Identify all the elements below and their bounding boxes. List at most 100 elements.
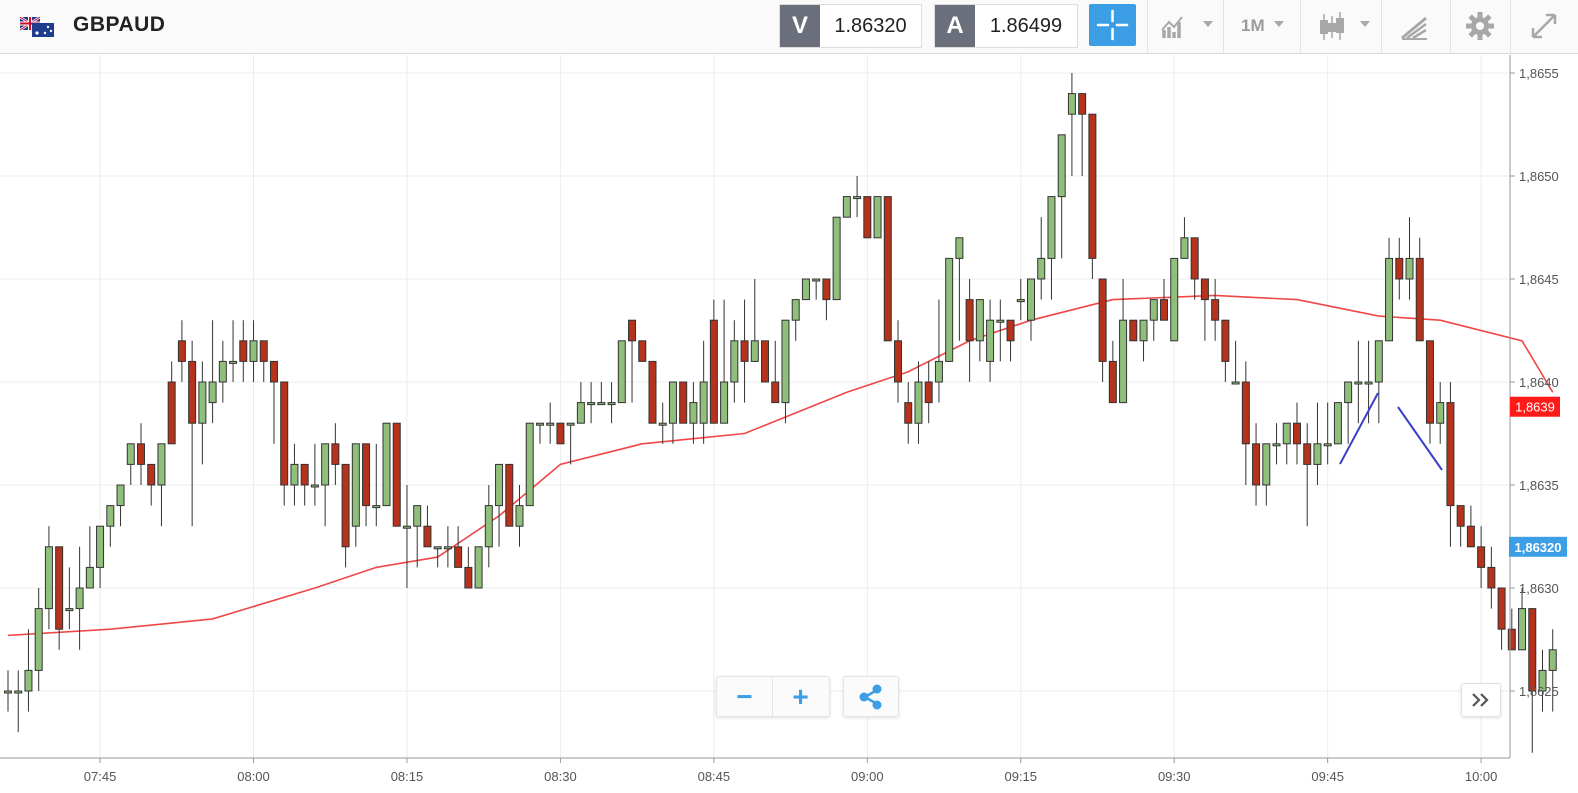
moving-average-line: [7, 294, 1554, 637]
fullscreen-button[interactable]: [1510, 0, 1578, 53]
bearish-candle: [904, 382, 913, 444]
y-tick-label: 1,8655: [1519, 66, 1559, 81]
bearish-candle: [883, 196, 892, 342]
bearish-candle: [761, 340, 770, 383]
bearish-candle: [628, 319, 637, 403]
bullish-candle: [730, 320, 739, 403]
candles-layer: [4, 73, 1557, 753]
bullish-candle: [535, 422, 544, 444]
bullish-candle: [351, 443, 360, 547]
bullish-candle: [689, 382, 698, 444]
expand-icon: [1531, 13, 1557, 39]
bullish-candle: [617, 340, 626, 404]
share-button[interactable]: [843, 676, 899, 717]
bearish-candle: [259, 340, 268, 382]
bearish-candle: [638, 340, 647, 362]
bearish-candle: [280, 381, 289, 506]
bearish-candle: [740, 299, 749, 403]
bullish-candle: [1149, 299, 1158, 341]
bullish-candle: [290, 443, 299, 506]
bearish-candle: [362, 443, 371, 527]
price-axis: 1,8625 1,8630 1,8635 1,8640 1,8645 1,8650 1,86…: [1509, 55, 1559, 758]
zoom-out-button[interactable]: −: [736, 680, 753, 712]
bullish-candle: [4, 670, 12, 712]
drawing-line-down: [1397, 406, 1443, 471]
crosshair-button[interactable]: [1089, 4, 1136, 46]
drawing-tool-icon: [1401, 16, 1427, 40]
bullish-candle: [525, 422, 534, 507]
bullish-candle: [914, 361, 923, 444]
bullish-candle: [1047, 196, 1056, 300]
chart-style-button[interactable]: [1147, 0, 1224, 53]
bullish-candle: [14, 670, 23, 733]
bearish-candle: [1395, 237, 1404, 300]
bullish-candle: [106, 505, 115, 547]
bullish-candle: [607, 382, 616, 424]
bearish-candle: [894, 320, 903, 403]
bullish-candle: [832, 216, 841, 301]
price-chart[interactable]: 1,8625 1,8630 1,8635 1,8640 1,8645 1,8650 1,86…: [0, 55, 1578, 793]
bullish-candle: [96, 525, 105, 588]
bearish-candle: [1528, 608, 1537, 753]
bid-quote-button[interactable]: V 1.86320: [779, 4, 922, 48]
share-icon: [859, 684, 882, 710]
bullish-candle: [218, 340, 227, 403]
bullish-candle: [546, 402, 555, 444]
current-price-label: 1,86320: [1515, 540, 1562, 555]
bullish-candle: [934, 299, 943, 403]
bid-price: 1.86320: [834, 14, 907, 37]
bearish-candle: [1446, 382, 1455, 547]
bullish-candle: [382, 422, 391, 507]
bearish-candle: [1477, 526, 1486, 588]
x-tick-label: 10:00: [1465, 769, 1498, 784]
x-tick-label: 09:30: [1158, 769, 1191, 784]
zoom-in-button[interactable]: +: [792, 680, 809, 712]
bullish-candle: [945, 257, 954, 362]
y-tick-label: 1,8645: [1519, 272, 1559, 287]
time-axis: 07:45 08:00 08:15 08:30 08:45 09:00 09:15 09:30…: [0, 757, 1510, 784]
bullish-candle: [996, 299, 1005, 362]
bearish-candle: [269, 360, 278, 444]
current-price-badge: [1509, 536, 1567, 557]
bearish-candle: [1159, 279, 1168, 321]
y-tick-label: 1,8650: [1519, 169, 1559, 184]
ask-quote-button[interactable]: A 1.86499: [934, 4, 1078, 48]
chart-type-button[interactable]: [1300, 0, 1382, 53]
bearish-candle: [1108, 340, 1117, 404]
bearish-candle: [341, 463, 350, 568]
bullish-candle: [116, 484, 125, 527]
settings-button[interactable]: [1450, 0, 1511, 53]
timeframe-dropdown[interactable]: 1M: [1223, 0, 1301, 53]
zoom-controls: − +: [716, 676, 830, 717]
bullish-candle: [44, 526, 53, 630]
bullish-candle: [75, 546, 84, 650]
bearish-candle: [1497, 587, 1506, 650]
bullish-candle: [310, 443, 319, 506]
bullish-candle: [1067, 73, 1076, 176]
symbol-title: GBPAUD: [73, 13, 166, 36]
scroll-to-latest-button[interactable]: [1461, 683, 1501, 717]
chevron-down-icon: [1274, 21, 1284, 27]
bullish-candle: [321, 443, 330, 527]
bullish-candle: [812, 278, 821, 300]
x-tick-label: 09:00: [851, 769, 884, 784]
bullish-candle: [1538, 649, 1547, 712]
bullish-candle: [1170, 257, 1179, 342]
bullish-candle: [157, 443, 166, 527]
drawing-tools-button[interactable]: [1381, 0, 1451, 53]
bearish-candle: [771, 340, 780, 404]
bullish-candle: [1180, 217, 1189, 259]
bearish-candle: [239, 320, 248, 382]
bearish-candle: [679, 381, 688, 424]
bullish-candle: [955, 237, 964, 341]
bearish-candle: [965, 279, 974, 382]
ma-value-label: 1,8639: [1515, 400, 1555, 415]
bullish-candle: [413, 505, 422, 568]
bid-tag: V: [780, 5, 820, 47]
user-drawing-lines: [1339, 392, 1443, 471]
bullish-candle: [699, 340, 708, 444]
bullish-candle: [1354, 340, 1363, 424]
bullish-candle: [372, 443, 381, 527]
bullish-candle: [750, 279, 759, 362]
bullish-candle: [208, 320, 217, 424]
